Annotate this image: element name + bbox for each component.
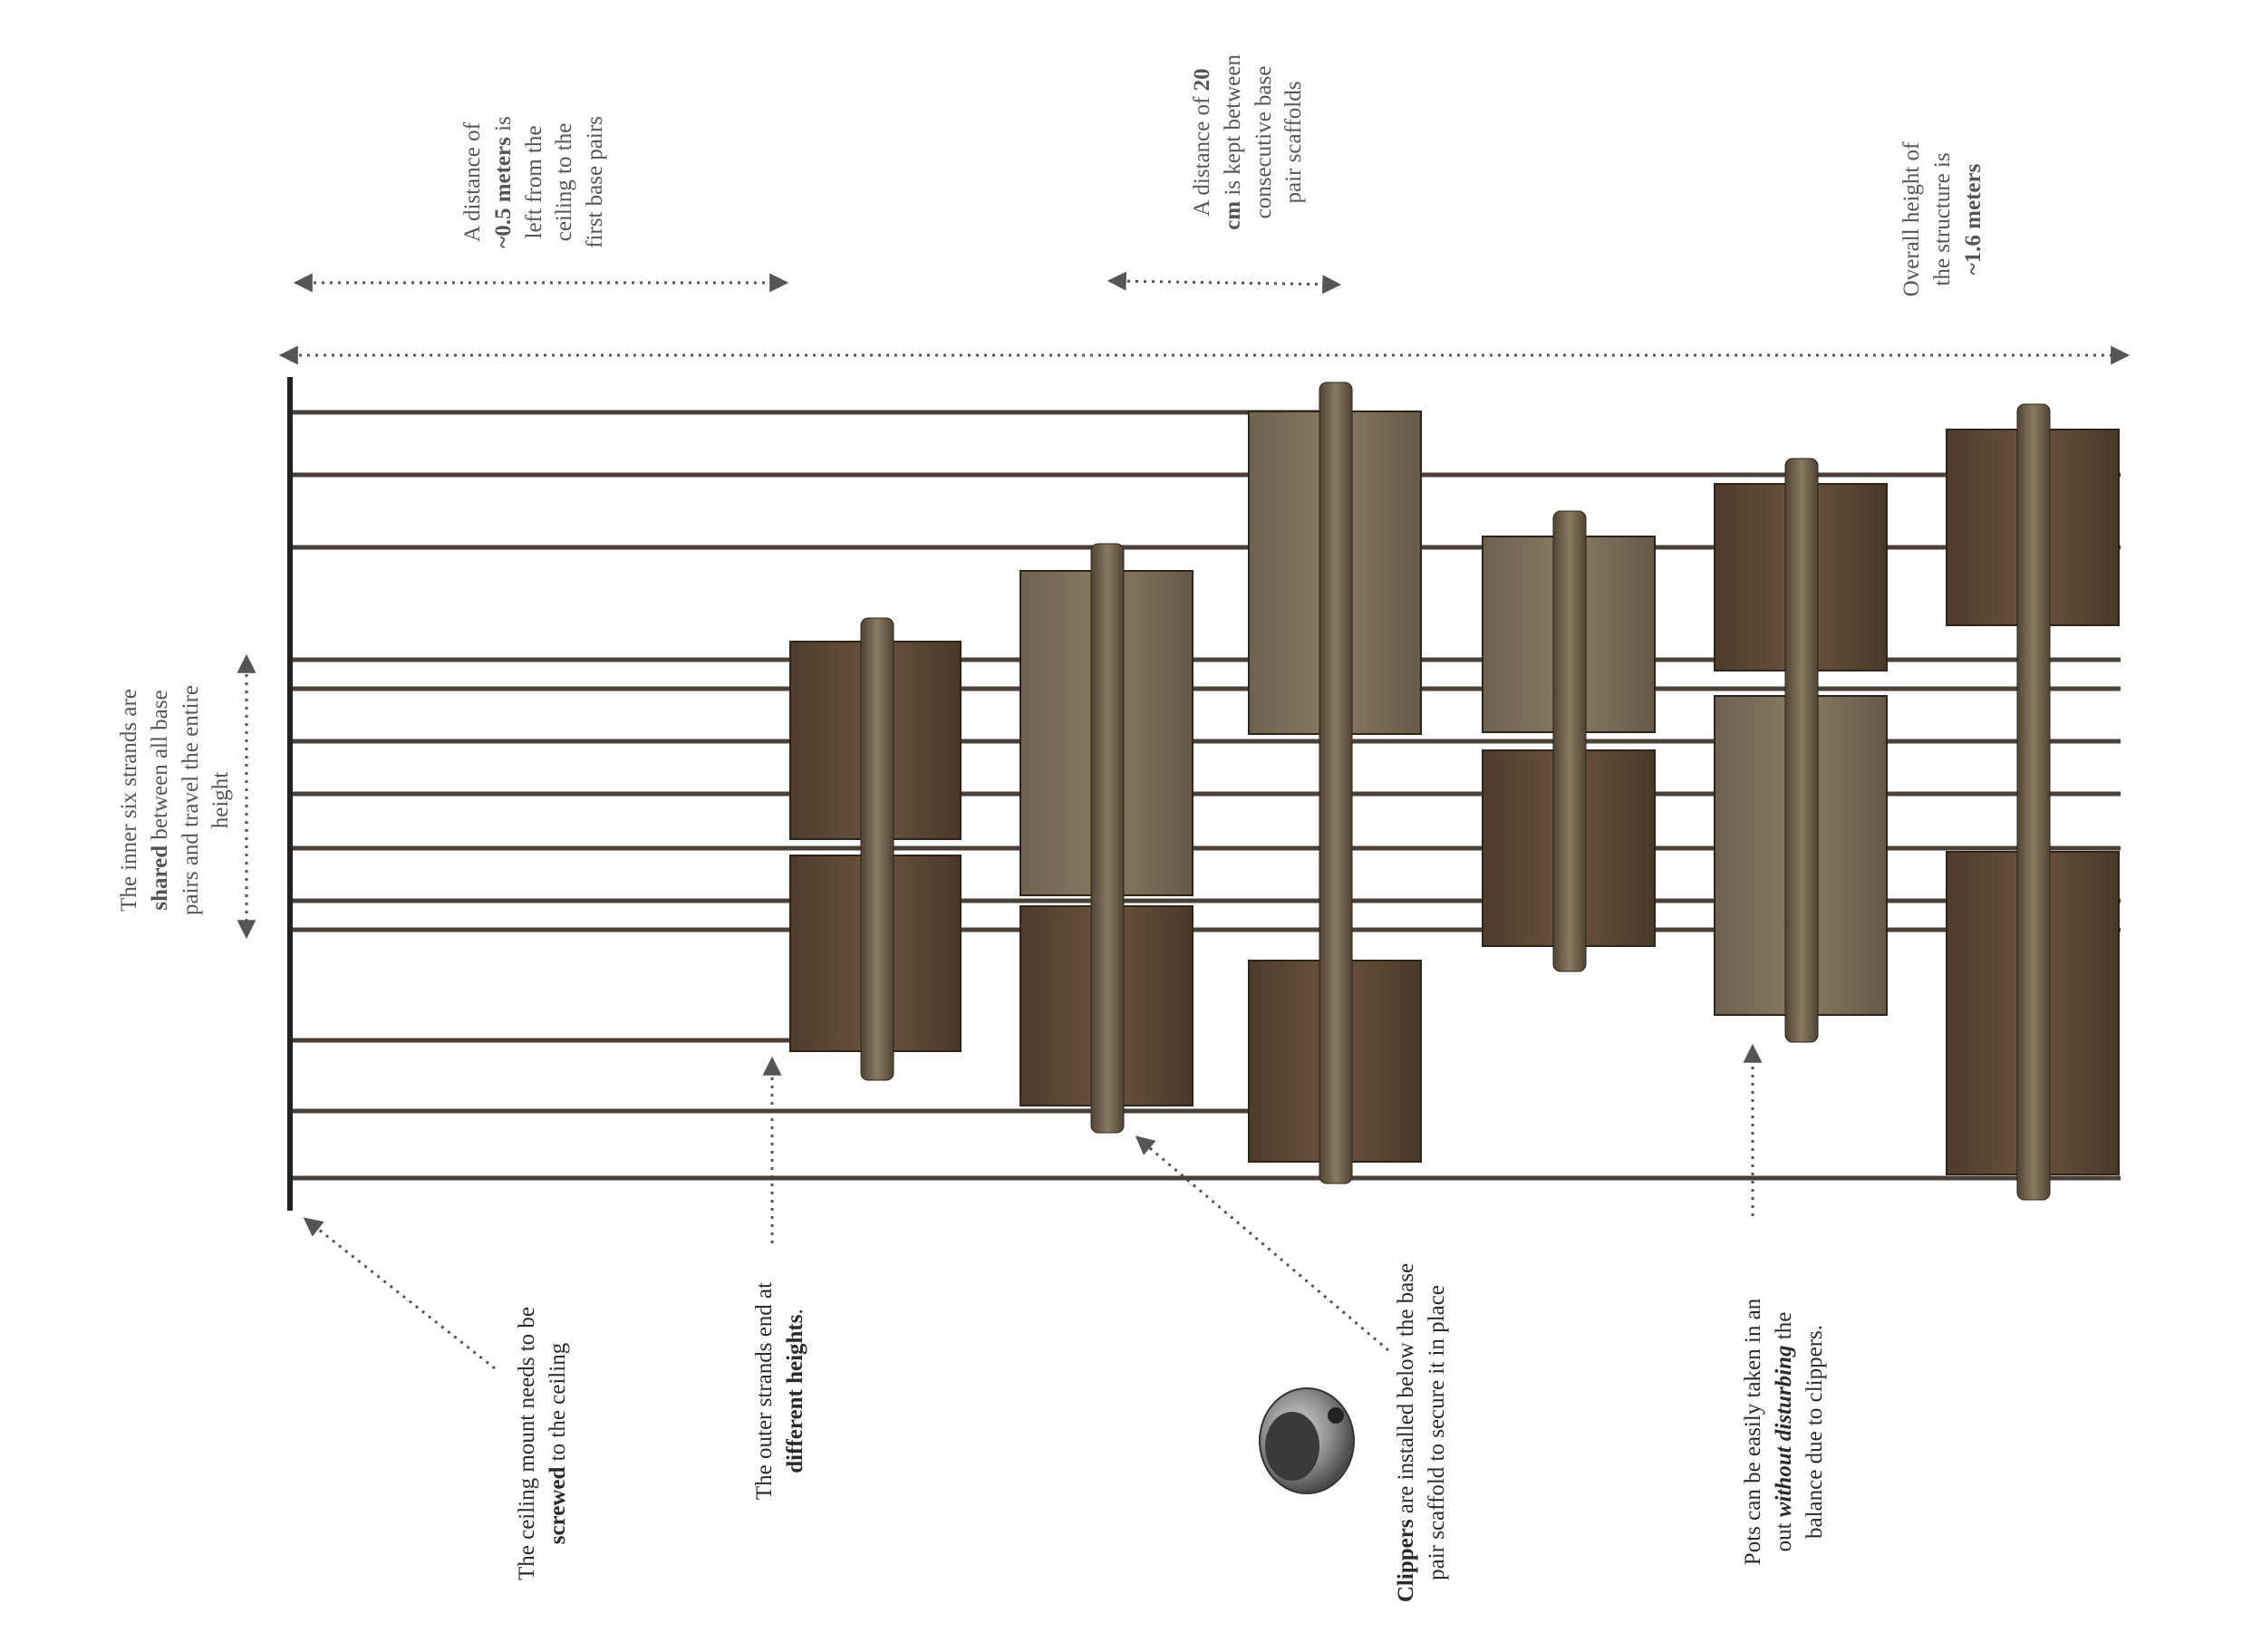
clipper-icon [1259,1387,1355,1494]
scaffold-gap-line1: A distance of 20 [1187,38,1218,246]
scaffold-gap-line2-rest: is kept between [1220,54,1245,201]
outer-strands-bold: different heights [782,1314,807,1473]
scaffold-gap-line2: cm is kept between [1218,38,1249,246]
ceiling-gap-line1: A distance of [460,122,485,242]
scaffold-gap-value: 20 [1190,68,1214,92]
pots-bold-italic: without disturbing [1771,1345,1796,1518]
pipe [1784,458,1819,1043]
ceiling-gap-line4: ceiling to the [552,122,577,242]
inner-strands-line4: height [208,771,234,829]
clippers-note: Clippers are installed below the base pa… [1391,1224,1454,1641]
inner-strands-line1: The inner six strands are [117,689,141,912]
pots-line2-rest: the [1771,1311,1796,1346]
ceiling-gap-line2-rest: is [490,116,516,138]
scaffold-gap-line4: pair scaffolds [1281,81,1307,204]
ceiling-mount [287,377,293,1211]
ceiling-mount-note: The ceiling mount needs to be screwed to… [512,1280,575,1607]
ceiling-mount-line2: screwed to the ceiling [543,1280,574,1607]
ceiling-gap-line2: ~0.5 meters is [488,82,519,282]
overall-height-line2: the structure is [1929,152,1955,286]
scaffold-gap-line3: consecutive base [1251,65,1276,219]
outer-strands-note: The outer strands end at different heigh… [749,1255,813,1527]
pots-line2-pre: out [1771,1517,1796,1552]
pipe [860,617,894,1081]
ceiling-gap-bold: ~0.5 meters [490,137,516,248]
scaffold-gap-unit: cm [1220,200,1245,230]
scaffold-2 [1020,543,1193,1134]
overall-height-line1: Overall height of [1899,141,1924,297]
pots-line1: Pots can be easily taken in an [1741,1298,1765,1566]
scaffold-gap-note: A distance of 20 cm is kept between cons… [1187,38,1309,246]
ceiling-mount-bold: screwed [545,1466,570,1545]
inner-strands-line3: pairs and travel the entire [178,684,203,916]
pots-line3: balance due to clippers. [1802,1325,1827,1540]
pots-line2: out without disturbing the [1769,1260,1800,1604]
scaffold-6 [1946,403,2120,1201]
ceiling-gap-note: A distance of ~0.5 meters is left from t… [458,82,608,282]
inner-strands-note: The inner six strands are shared between… [114,655,236,945]
scaffold-4 [1482,510,1656,972]
inner-strands-line2: shared between all base [145,655,176,945]
overall-height-note: Overall height of the structure is ~1.6 … [1897,115,1991,324]
inner-strands-line2-rest: between all base [147,690,172,845]
inner-strands-bold: shared [147,845,172,911]
overall-height-value: ~1.6 meters [1960,163,1986,275]
pots-note: Pots can be easily taken in an out witho… [1738,1260,1832,1604]
pipe [1552,510,1587,972]
scaffold-3 [1248,382,1422,1184]
ceiling-gap-line5: first base pairs [583,116,607,248]
outer-strands-line1: The outer strands end at [752,1281,777,1501]
overall-height-line3: ~1.6 meters [1958,115,1989,324]
ceiling-mount-pointer [303,1217,496,1370]
dimension-arrows [237,271,2131,1370]
ceiling-mount-line2-rest: to the ceiling [545,1342,570,1467]
pipe [1319,382,1353,1184]
ceiling-gap-line3: left from the [521,125,546,239]
clippers-pointer [1135,1135,1389,1352]
scaffold-5 [1714,458,1888,1043]
clippers-line1-rest: are installed below the base [1394,1262,1418,1520]
scaffold-gap-pre: A distance of [1190,91,1214,217]
clippers-bold: Clippers [1394,1519,1418,1603]
clippers-line1: Clippers are installed below the base [1391,1224,1422,1641]
scaffold-1 [789,617,962,1081]
pipe [2016,403,2051,1201]
scaffold-gap-arrow [1107,271,1342,295]
pots-emphasis: without disturbing [1772,1345,1796,1517]
pipe [1090,543,1125,1134]
outer-strands-line2: different heights. [780,1255,811,1527]
ceiling-mount-line1: The ceiling mount needs to be [515,1307,539,1581]
clippers-line2: pair scaffold to secure it in place [1424,1285,1449,1580]
outer-strands-line2-rest: . [782,1309,807,1315]
